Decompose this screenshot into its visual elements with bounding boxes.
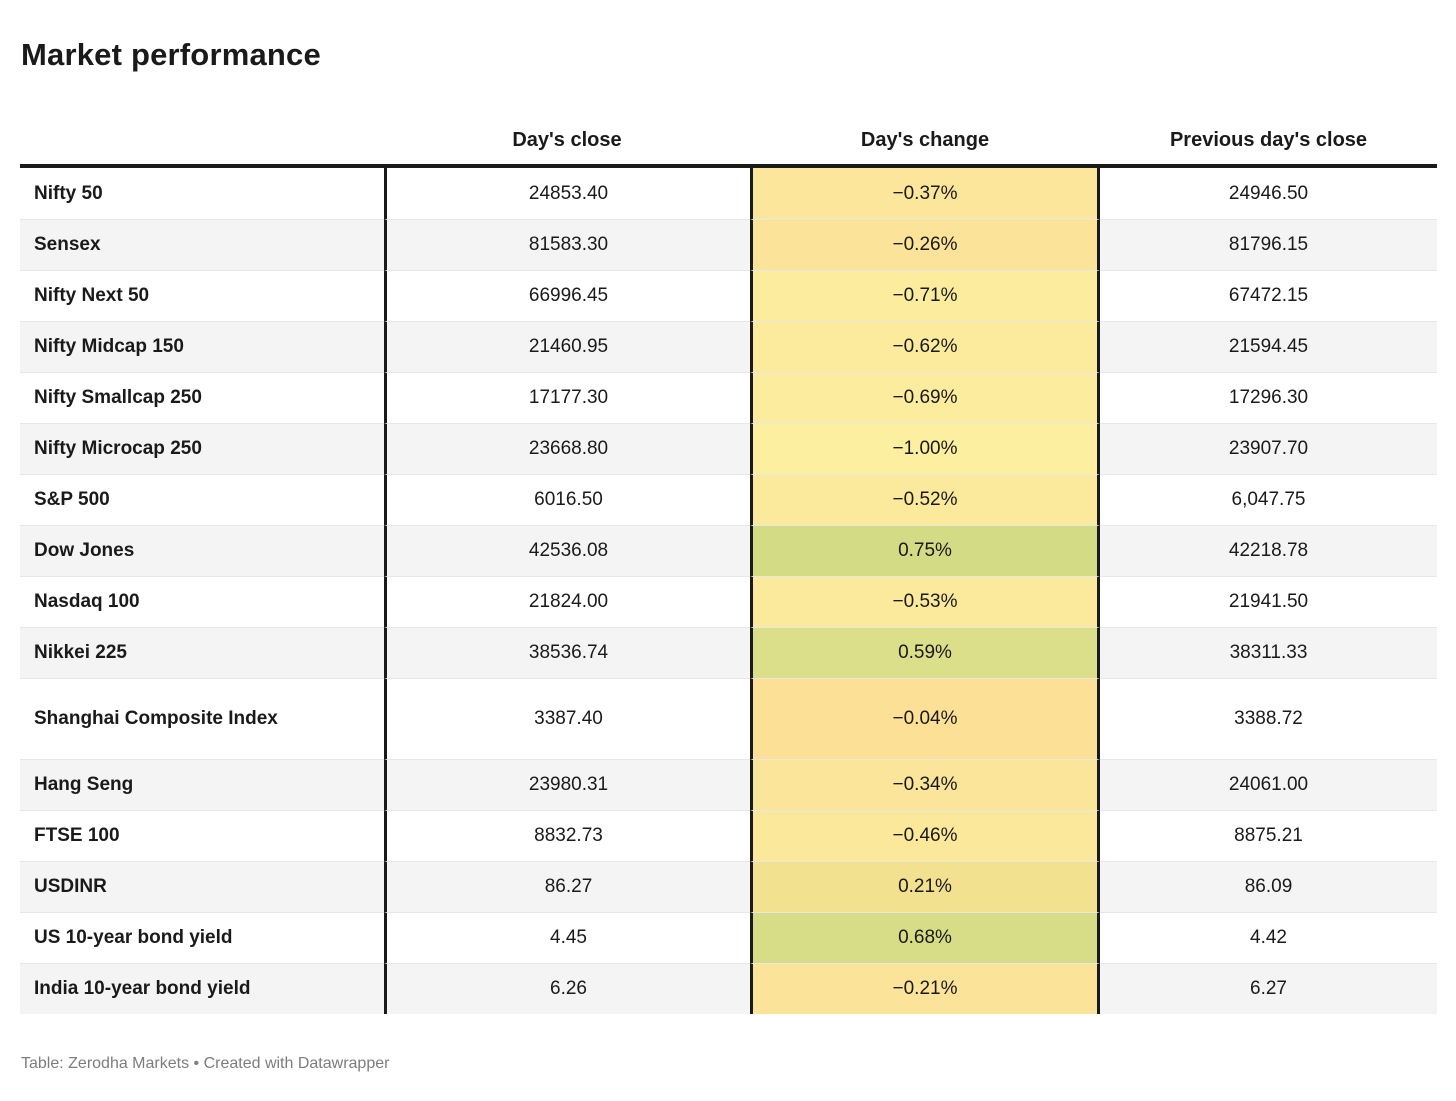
row-label-cell: Nasdaq 100	[20, 576, 384, 627]
table-row: S&P 500 6016.50 −0.52% 6,047.75	[20, 474, 1437, 525]
previous-days-close-cell: 23907.70	[1100, 423, 1437, 474]
days-change-cell: −0.04%	[750, 678, 1100, 759]
days-change-cell: 0.75%	[750, 525, 1100, 576]
row-label-cell: S&P 500	[20, 474, 384, 525]
row-label-cell: Nifty Midcap 150	[20, 321, 384, 372]
page-title: Market performance	[21, 36, 321, 72]
row-label-cell: Nifty 50	[34, 182, 103, 204]
previous-days-close-cell: 6,047.75	[1100, 474, 1437, 525]
row-label-cell: India 10-year bond yield	[20, 963, 384, 1014]
days-change-cell: −1.00%	[750, 423, 1100, 474]
row-label-cell: Nifty Next 50	[20, 270, 384, 321]
row-label-cell: US 10-year bond yield	[20, 912, 384, 963]
days-close-cell: 8832.73	[384, 810, 750, 861]
previous-days-close-cell: 17296.30	[1100, 372, 1437, 423]
previous-days-close-cell: 67472.15	[1100, 270, 1437, 321]
previous-days-close-cell: 42218.78	[1100, 525, 1437, 576]
table-row: Nifty Microcap 250 23668.80 −1.00% 23907.70	[20, 423, 1437, 474]
table-row: Nifty Midcap 150 21460.95 −0.62% 21594.45	[20, 321, 1437, 372]
table-row: FTSE 100 8832.73 −0.46% 8875.21	[20, 810, 1437, 861]
previous-days-close-cell: 8875.21	[1100, 810, 1437, 861]
row-label-cell: Nifty Microcap 250	[20, 423, 384, 474]
header-days-change: Day's change	[860, 129, 990, 151]
days-change-cell: 0.68%	[750, 912, 1100, 963]
days-close-cell: 17177.30	[384, 372, 750, 423]
days-change-cell: −0.21%	[750, 963, 1100, 1014]
table-row: USDINR 86.27 0.21% 86.09	[20, 861, 1437, 912]
days-close-cell: 86.27	[384, 861, 750, 912]
days-close-cell: 6.26	[384, 963, 750, 1014]
previous-days-close-cell: 3388.72	[1100, 678, 1437, 759]
days-change-cell: −0.69%	[750, 372, 1100, 423]
footer-attribution: Table: Zerodha Markets • Created with Da…	[21, 1055, 390, 1072]
days-change-cell: −0.46%	[750, 810, 1100, 861]
days-change-cell: −0.37%	[750, 168, 1100, 219]
days-change-cell: −0.52%	[750, 474, 1100, 525]
days-change-cell: 0.59%	[750, 627, 1100, 678]
previous-days-close-cell: 81796.15	[1100, 219, 1437, 270]
days-close-cell: 66996.45	[384, 270, 750, 321]
days-change-cell: −0.26%	[750, 219, 1100, 270]
days-close-cell: 21460.95	[384, 321, 750, 372]
days-close-cell: 23668.80	[384, 423, 750, 474]
days-close-cell: 6016.50	[384, 474, 750, 525]
table-header-row: Day's close Day's change Previous day's …	[20, 110, 1437, 168]
previous-days-close-cell: 24946.50	[1228, 182, 1309, 204]
table-row: Nasdaq 100 21824.00 −0.53% 21941.50	[20, 576, 1437, 627]
days-close-cell: 42536.08	[384, 525, 750, 576]
days-close-cell: 3387.40	[384, 678, 750, 759]
days-close-cell: 81583.30	[384, 219, 750, 270]
days-change-cell: −0.62%	[750, 321, 1100, 372]
row-label-cell: Sensex	[20, 219, 384, 270]
days-change-cell: −0.71%	[750, 270, 1100, 321]
previous-days-close-cell: 6.27	[1100, 963, 1437, 1014]
days-close-cell: 24853.40	[384, 168, 750, 219]
row-label-cell: Hang Seng	[20, 759, 384, 810]
table-row: Hang Seng 23980.31 −0.34% 24061.00	[20, 759, 1437, 810]
previous-days-close-cell: 38311.33	[1100, 627, 1437, 678]
row-label-cell: Nikkei 225	[20, 627, 384, 678]
table-row: Sensex 81583.30 −0.26% 81796.15	[20, 219, 1437, 270]
table-row: Nifty Smallcap 250 17177.30 −0.69% 17296.30	[20, 372, 1437, 423]
previous-days-close-cell: 21594.45	[1100, 321, 1437, 372]
table-row: Shanghai Composite Index 3387.40 −0.04% 338…	[20, 678, 1437, 759]
days-change-cell: −0.53%	[750, 576, 1100, 627]
row-label-cell: USDINR	[20, 861, 384, 912]
days-close-cell: 38536.74	[384, 627, 750, 678]
days-close-cell: 4.45	[384, 912, 750, 963]
row-label-cell: Nifty Smallcap 250	[20, 372, 384, 423]
row-label-cell: Dow Jones	[20, 525, 384, 576]
table-row: Dow Jones 42536.08 0.75% 42218.78	[20, 525, 1437, 576]
table-row: Nifty Next 50 66996.45 −0.71% 67472.15	[20, 270, 1437, 321]
previous-days-close-cell: 4.42	[1100, 912, 1437, 963]
days-close-cell: 21824.00	[384, 576, 750, 627]
table-row: Nifty 50 24853.40 −0.37% 24946.50	[20, 168, 1437, 219]
table-row: US 10-year bond yield 4.45 0.68% 4.42	[20, 912, 1437, 963]
header-days-close: Day's close	[512, 129, 622, 151]
previous-days-close-cell: 86.09	[1100, 861, 1437, 912]
row-label-cell: Shanghai Composite Index	[20, 678, 384, 759]
table-body: Nifty 50 24853.40 −0.37% 24946.50 Sensex 8158…	[20, 168, 1437, 1014]
previous-days-close-cell: 24061.00	[1100, 759, 1437, 810]
table-row: India 10-year bond yield 6.26 −0.21% 6.27	[20, 963, 1437, 1014]
days-change-cell: −0.34%	[750, 759, 1100, 810]
table-row: Nikkei 225 38536.74 0.59% 38311.33	[20, 627, 1437, 678]
header-previous-days-close: Previous day's close	[1169, 129, 1368, 151]
row-label-cell: FTSE 100	[20, 810, 384, 861]
days-change-cell: 0.21%	[750, 861, 1100, 912]
days-close-cell: 23980.31	[384, 759, 750, 810]
market-performance-table: Day's close Day's change Previous day's …	[20, 110, 1437, 1014]
previous-days-close-cell: 21941.50	[1100, 576, 1437, 627]
